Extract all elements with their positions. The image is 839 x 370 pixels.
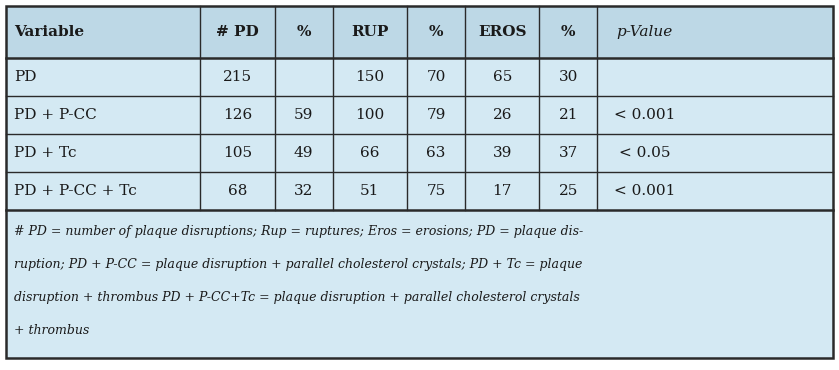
Text: %: % xyxy=(296,25,311,39)
Text: 26: 26 xyxy=(492,108,512,122)
Text: PD + P-CC: PD + P-CC xyxy=(14,108,96,122)
Text: Variable: Variable xyxy=(14,25,84,39)
Text: < 0.001: < 0.001 xyxy=(614,184,675,198)
Text: 79: 79 xyxy=(426,108,446,122)
Text: 75: 75 xyxy=(426,184,446,198)
Text: 215: 215 xyxy=(223,70,253,84)
Text: PD: PD xyxy=(14,70,37,84)
Text: 150: 150 xyxy=(356,70,384,84)
Text: 17: 17 xyxy=(492,184,512,198)
Text: 65: 65 xyxy=(492,70,512,84)
Text: < 0.001: < 0.001 xyxy=(614,108,675,122)
Text: 105: 105 xyxy=(223,146,253,160)
Text: 39: 39 xyxy=(492,146,512,160)
Text: 51: 51 xyxy=(360,184,379,198)
Text: 100: 100 xyxy=(355,108,384,122)
Text: RUP: RUP xyxy=(352,25,388,39)
Text: PD + P-CC + Tc: PD + P-CC + Tc xyxy=(14,184,137,198)
Text: # PD = number of plaque disruptions; Rup = ruptures; Eros = erosions; PD = plaqu: # PD = number of plaque disruptions; Rup… xyxy=(14,225,583,238)
Text: 63: 63 xyxy=(426,146,446,160)
Text: + thrombus: + thrombus xyxy=(14,323,89,337)
Text: # PD: # PD xyxy=(216,25,259,39)
Text: 21: 21 xyxy=(559,108,578,122)
Text: 66: 66 xyxy=(360,146,379,160)
Text: PD + Tc: PD + Tc xyxy=(14,146,76,160)
Bar xyxy=(6,210,833,358)
Text: 68: 68 xyxy=(228,184,248,198)
Text: 126: 126 xyxy=(223,108,253,122)
Text: 30: 30 xyxy=(559,70,578,84)
Text: 70: 70 xyxy=(426,70,446,84)
Bar xyxy=(6,6,833,58)
Text: 37: 37 xyxy=(559,146,578,160)
Text: < 0.05: < 0.05 xyxy=(619,146,670,160)
Text: disruption + thrombus PD + P-CC+Tc = plaque disruption + parallel cholesterol cr: disruption + thrombus PD + P-CC+Tc = pla… xyxy=(14,291,580,304)
Text: 25: 25 xyxy=(559,184,578,198)
Text: ruption; PD + P-CC = plaque disruption + parallel cholesterol crystals; PD + Tc : ruption; PD + P-CC = plaque disruption +… xyxy=(14,258,582,271)
Text: p-Value: p-Value xyxy=(617,25,673,39)
Text: EROS: EROS xyxy=(478,25,526,39)
Text: 32: 32 xyxy=(294,184,314,198)
Bar xyxy=(6,58,833,210)
Text: %: % xyxy=(561,25,576,39)
Text: %: % xyxy=(429,25,443,39)
Text: 49: 49 xyxy=(294,146,314,160)
Text: 59: 59 xyxy=(294,108,314,122)
